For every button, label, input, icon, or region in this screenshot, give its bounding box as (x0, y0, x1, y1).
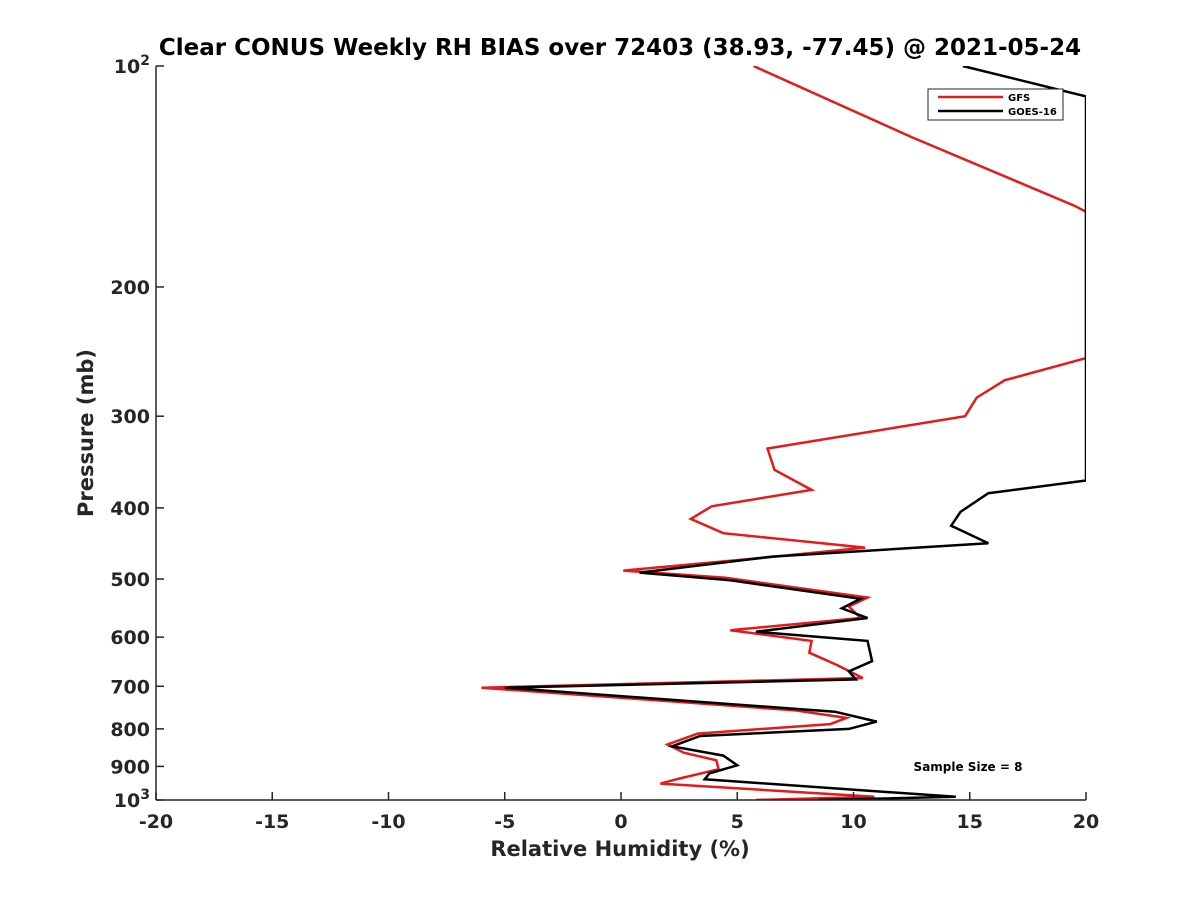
y-tick-label: 103 (114, 787, 150, 812)
y-tick-label: 200 (110, 277, 150, 299)
series-group (481, 66, 1086, 800)
x-tick-label: -15 (255, 811, 289, 833)
x-tick-label: -5 (494, 811, 515, 833)
x-tick-label: 10 (840, 811, 866, 833)
y-tick-label: 400 (110, 498, 150, 520)
legend-label-gfs: GFS (1008, 93, 1030, 104)
legend: GFS GOES-16 (927, 88, 1064, 121)
y-axis-label: Pressure (mb) (74, 349, 98, 517)
y-tick-label: 900 (110, 756, 150, 778)
series-line-goes-16 (504, 66, 1086, 800)
x-tick-label: -20 (139, 811, 173, 833)
x-tick-label: -10 (371, 811, 405, 833)
y-tick-label: 700 (110, 676, 150, 698)
ticks-group: -20 -15 -10 -5 0 5 10 15 20 102 200 300 400 500 600 700… (110, 53, 1099, 833)
legend-box (927, 88, 1064, 121)
series-line-gfs (481, 66, 1086, 800)
y-tick-label: 800 (110, 719, 150, 741)
sample-size-annotation: Sample Size = 8 (914, 760, 1023, 774)
y-tick-label: 102 (114, 53, 150, 78)
x-tick-label: 5 (731, 811, 744, 833)
x-tick-label: 0 (614, 811, 627, 833)
chart-title: Clear CONUS Weekly RH BIAS over 72403 (3… (159, 35, 1081, 61)
y-tick-label: 500 (110, 569, 150, 591)
x-tick-label: 15 (957, 811, 983, 833)
x-tick-label: 20 (1073, 811, 1099, 833)
y-tick-label: 600 (110, 627, 150, 649)
x-axis-label: Relative Humidity (%) (490, 837, 749, 861)
legend-label-goes-16: GOES-16 (1008, 107, 1057, 118)
y-tick-label: 300 (110, 406, 150, 428)
